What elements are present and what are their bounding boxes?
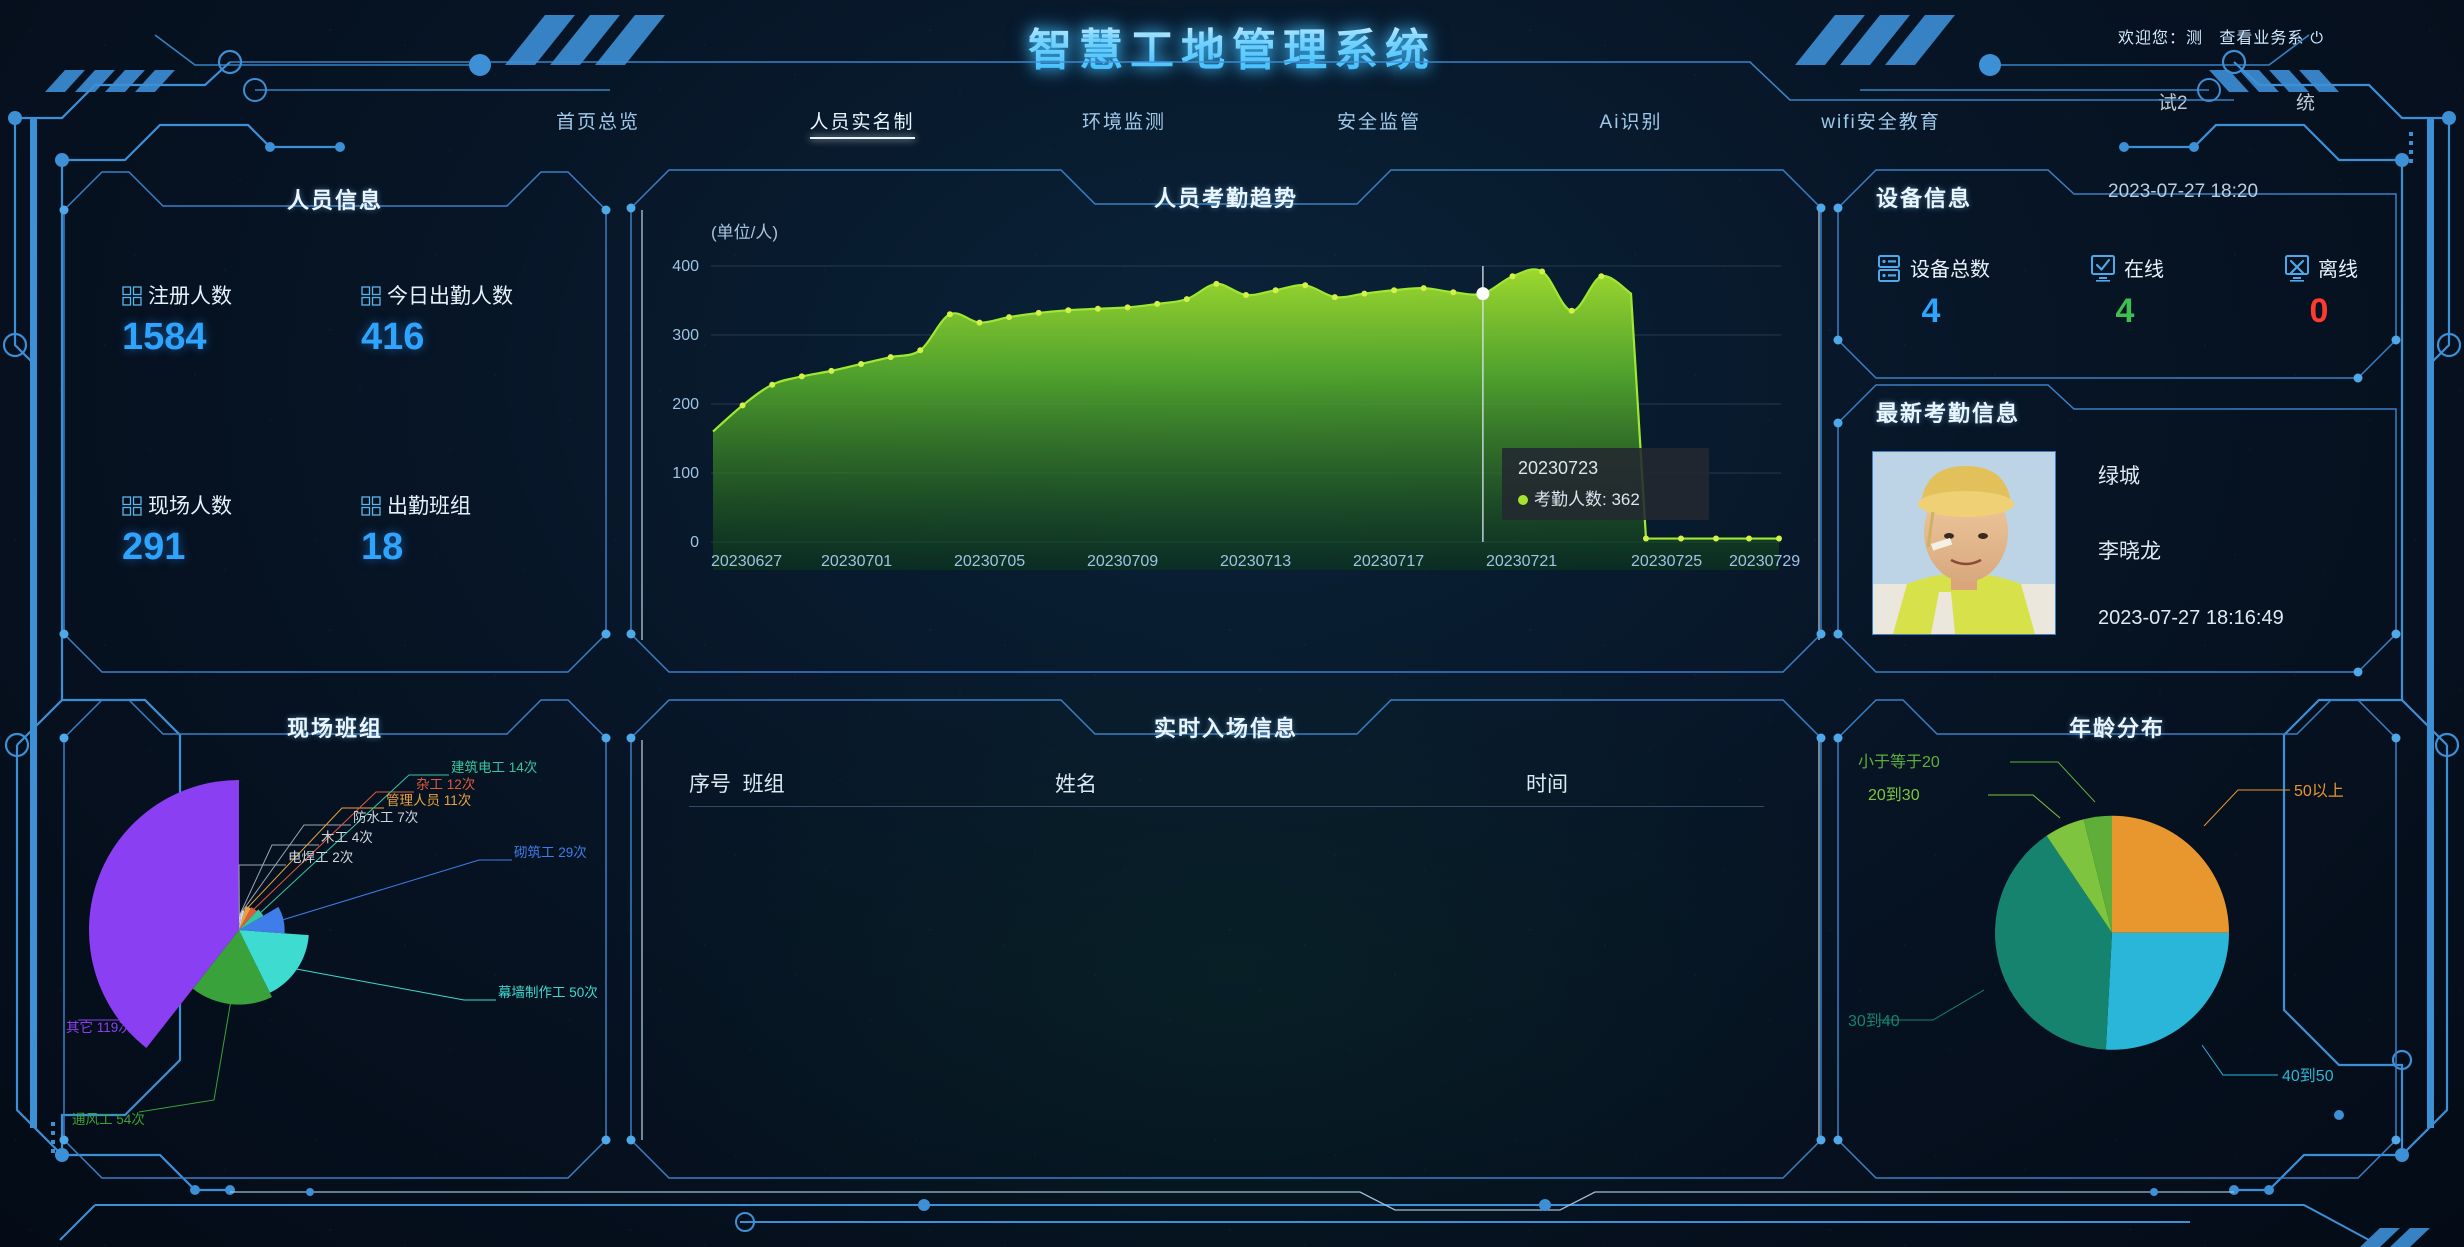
svg-text:通风工 54次: 通风工 54次 <box>72 1112 145 1127</box>
svg-text:其它 119次: 其它 119次 <box>66 1019 132 1035</box>
svg-text:20230709: 20230709 <box>1087 553 1158 570</box>
svg-text:300: 300 <box>672 327 699 344</box>
svg-text:建筑电工 14次: 建筑电工 14次 <box>451 760 537 775</box>
svg-text:20到30: 20到30 <box>1868 786 1920 804</box>
svg-text:40到50: 40到50 <box>2282 1067 2334 1085</box>
svg-text:20230721: 20230721 <box>1486 553 1557 570</box>
svg-text:电焊工 2次: 电焊工 2次 <box>288 850 353 865</box>
svg-text:(单位/人): (单位/人) <box>711 223 778 242</box>
svg-text:20230627: 20230627 <box>711 553 782 570</box>
svg-text:木工 4次: 木工 4次 <box>321 830 373 845</box>
svg-text:30到40: 30到40 <box>1848 1012 1900 1030</box>
svg-text:防水工 7次: 防水工 7次 <box>353 810 418 825</box>
svg-text:20230717: 20230717 <box>1353 553 1424 570</box>
svg-text:100: 100 <box>672 465 699 482</box>
svg-text:0: 0 <box>690 534 699 551</box>
svg-text:20230701: 20230701 <box>821 553 892 570</box>
svg-text:20230705: 20230705 <box>954 553 1025 570</box>
svg-text:20230725: 20230725 <box>1631 553 1702 570</box>
svg-text:200: 200 <box>672 396 699 413</box>
svg-text:杂工 12次: 杂工 12次 <box>416 777 475 792</box>
svg-text:400: 400 <box>672 258 699 275</box>
svg-text:小于等于20: 小于等于20 <box>1858 753 1940 771</box>
svg-text:20230729: 20230729 <box>1729 553 1800 570</box>
svg-text:50以上: 50以上 <box>2294 782 2344 800</box>
svg-text:砌筑工 29次: 砌筑工 29次 <box>514 845 587 860</box>
svg-text:管理人员 11次: 管理人员 11次 <box>386 793 471 808</box>
svg-text:幕墙制作工 50次: 幕墙制作工 50次 <box>498 985 598 1000</box>
svg-text:20230713: 20230713 <box>1220 553 1291 570</box>
